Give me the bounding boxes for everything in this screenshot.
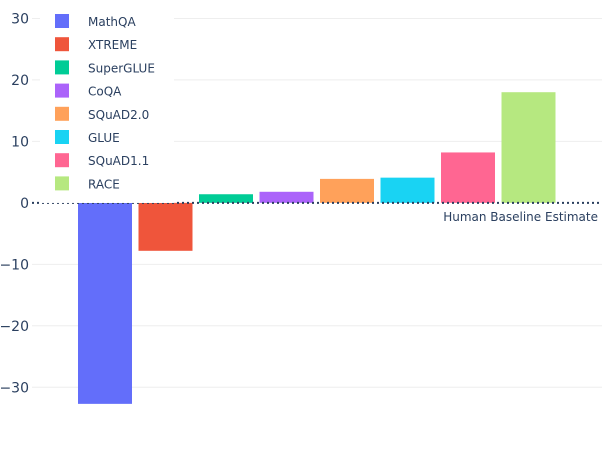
legend-swatch (55, 106, 69, 121)
legend-swatch (55, 130, 69, 144)
y-tick-label: 0 (20, 196, 29, 212)
y-tick-label: 20 (11, 73, 29, 89)
legend-item-squad1-1[interactable]: SQuAD1.1 (55, 153, 149, 168)
legend-item-superglue[interactable]: SuperGLUE (55, 60, 155, 75)
legend-item-mathqa[interactable]: MathQA (55, 14, 136, 29)
legend-item-squad2-0[interactable]: SQuAD2.0 (55, 106, 149, 122)
legend-label: MathQA (88, 15, 136, 29)
legend-item-coqa[interactable]: CoQA (55, 83, 122, 99)
legend-label: GLUE (88, 131, 120, 145)
legend-item-xtreme[interactable]: XTREME (55, 37, 137, 52)
y-axis-ticks: −30 −20 −10 0 10 20 30 (0, 11, 29, 396)
bar-coqa[interactable] (259, 191, 314, 203)
y-tick-label: 30 (11, 11, 29, 27)
bar-glue[interactable] (380, 177, 435, 203)
y-tick-label: −10 (0, 257, 29, 273)
bar-squad2-0[interactable] (320, 178, 374, 203)
legend-item-race[interactable]: RACE (55, 176, 120, 191)
legend-label: CoQA (88, 85, 122, 99)
bar-superglue[interactable] (199, 194, 253, 203)
legend-label: SuperGLUE (88, 61, 155, 75)
y-tick-label: −30 (0, 380, 29, 396)
bar-squad1-1[interactable] (441, 152, 495, 203)
legend-swatch (55, 153, 69, 168)
y-tick-label: −20 (0, 319, 29, 335)
legend-label: SQuAD2.0 (88, 108, 149, 122)
legend-swatch (55, 176, 69, 191)
legend-swatch (55, 83, 69, 98)
legend[interactable]: MathQA XTREME SuperGLUE CoQA SQuAD2.0 GLUE SQu… (40, 6, 174, 203)
legend-item-glue[interactable]: GLUE (55, 130, 120, 145)
legend-swatch (55, 14, 69, 28)
reference-line-label: Human Baseline Estimate (443, 210, 598, 224)
y-tick-label: 10 (11, 134, 29, 150)
bars (78, 92, 556, 404)
legend-swatch (55, 60, 69, 75)
legend-background (40, 6, 174, 203)
bar-race[interactable] (501, 92, 556, 203)
legend-label: XTREME (88, 38, 137, 52)
bar-xtreme[interactable] (138, 202, 193, 251)
bar-mathqa[interactable] (78, 202, 132, 404)
legend-label: SQuAD1.1 (88, 154, 149, 168)
legend-label: RACE (88, 177, 120, 191)
legend-swatch (55, 37, 69, 52)
